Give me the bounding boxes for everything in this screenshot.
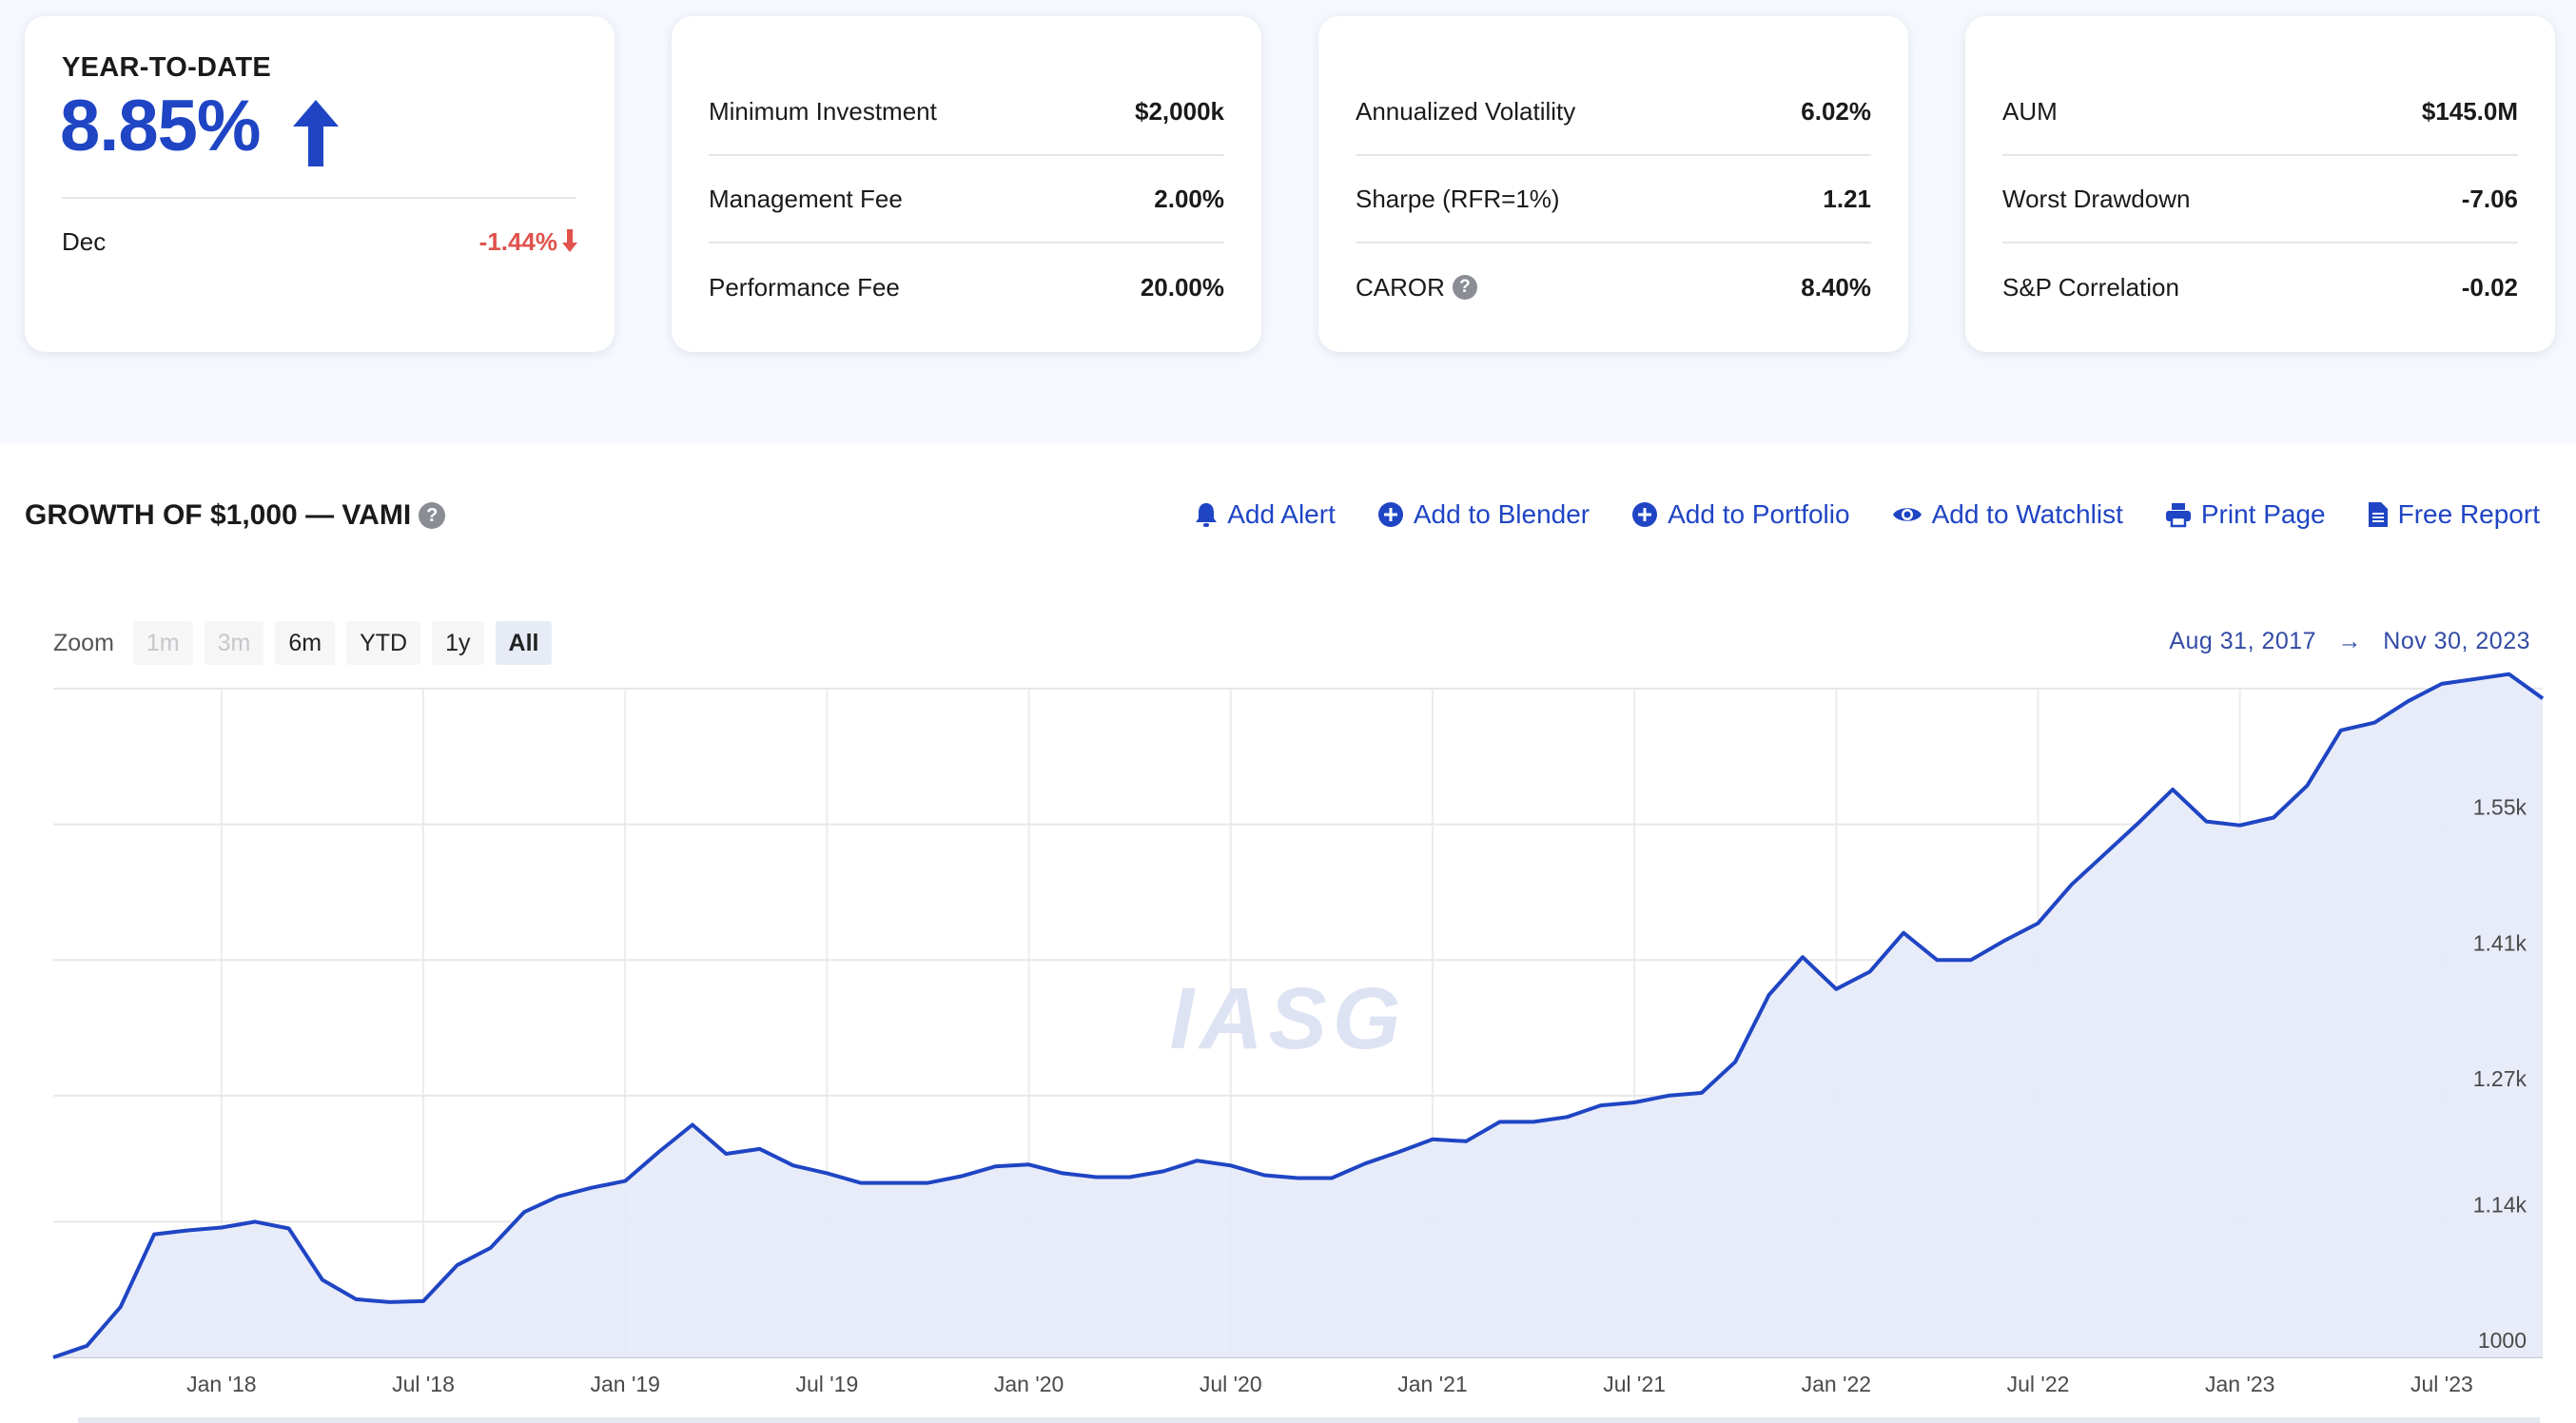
zoom-all-button[interactable]: All xyxy=(495,621,553,665)
print-page-button[interactable]: Print Page xyxy=(2165,499,2326,530)
add-to-blender-button[interactable]: Add to Blender xyxy=(1377,499,1590,530)
section-title: GROWTH OF $1,000 — VAMI ? xyxy=(25,499,446,532)
section-title-text: GROWTH OF $1,000 — VAMI xyxy=(25,499,412,531)
vami-area xyxy=(53,673,2543,1357)
stat-label: AUM xyxy=(2002,96,2058,126)
stat-label: Annualized Volatility xyxy=(1356,96,1576,126)
stat-value: -0.02 xyxy=(2461,272,2518,302)
bell-icon xyxy=(1196,503,1218,527)
ytd-value: 8.85% xyxy=(60,86,261,166)
ytd-month-label: Dec xyxy=(62,227,107,256)
range-to[interactable]: Nov 30, 2023 xyxy=(2383,628,2530,654)
free-report-button[interactable]: Free Report xyxy=(2368,499,2540,530)
x-tick-label: Jan '20 xyxy=(994,1372,1064,1396)
action-label: Free Report xyxy=(2397,499,2540,529)
y-tick-label: 1.27k xyxy=(2473,1066,2527,1091)
stat-row: Performance Fee 20.00% xyxy=(709,244,1224,331)
document-icon xyxy=(2368,502,2388,527)
stat-row: AUM $145.0M xyxy=(2002,68,2518,156)
y-tick-label: 1000 xyxy=(2478,1328,2527,1353)
stat-label: Performance Fee xyxy=(709,272,900,302)
fees-card: Minimum Investment $2,000k Management Fe… xyxy=(672,16,1261,352)
aum-card: AUM $145.0M Worst Drawdown -7.06 S&P Cor… xyxy=(1965,16,2555,352)
stat-row: Worst Drawdown -7.06 xyxy=(2002,156,2518,244)
x-tick-label: Jul '21 xyxy=(1603,1372,1666,1396)
zoom-1y-button[interactable]: 1y xyxy=(432,621,484,665)
stat-label: Sharpe (RFR=1%) xyxy=(1356,184,1560,213)
date-range[interactable]: Aug 31, 2017 → Nov 30, 2023 xyxy=(2169,628,2530,655)
add-alert-button[interactable]: Add Alert xyxy=(1195,499,1336,530)
stat-value: $2,000k xyxy=(1135,96,1224,126)
help-icon[interactable]: ? xyxy=(1452,275,1477,300)
stat-label: Worst Drawdown xyxy=(2002,184,2191,213)
ytd-card: YEAR-TO-DATE 8.85% Dec -1.44% xyxy=(25,16,615,352)
action-label: Print Page xyxy=(2200,499,2326,529)
vami-chart[interactable]: IASG 1000 1.14k 1.27k 1.41k 1.55k Jan '18 Jul… xyxy=(0,666,2576,1423)
navigator-bar[interactable] xyxy=(78,1417,2540,1423)
x-tick-label: Jan '22 xyxy=(1802,1372,1871,1396)
plus-circle-icon xyxy=(1632,502,1658,527)
stat-value: 20.00% xyxy=(1140,272,1224,302)
divider xyxy=(62,197,576,199)
x-tick-label: Jan '21 xyxy=(1397,1372,1467,1396)
arrow-up-icon xyxy=(293,100,339,166)
ytd-month-value: -1.44% xyxy=(478,227,557,256)
y-tick-label: 1.55k xyxy=(2473,795,2527,820)
zoom-1m-button[interactable]: 1m xyxy=(132,621,193,665)
x-tick-label: Jul '20 xyxy=(1200,1372,1262,1396)
range-arrow: → xyxy=(2337,628,2362,654)
x-axis-labels: Jan '18 Jul '18 Jan '19 Jul '19 Jan '20 Jul '… xyxy=(186,1372,2473,1396)
y-tick-label: 1.41k xyxy=(2473,930,2527,955)
action-label: Add to Watchlist xyxy=(1931,499,2123,529)
action-bar: Add Alert Add to Blender Add to Portfoli… xyxy=(1195,499,2540,530)
stat-value: 2.00% xyxy=(1154,184,1224,213)
x-tick-label: Jul '23 xyxy=(2410,1372,2473,1396)
stat-row: Management Fee 2.00% xyxy=(709,156,1224,244)
y-axis-labels: 1000 1.14k 1.27k 1.41k 1.55k xyxy=(2473,795,2527,1353)
x-tick-label: Jan '18 xyxy=(186,1372,256,1396)
stat-row: CAROR ? 8.40% xyxy=(1356,244,1871,331)
stat-row: S&P Correlation -0.02 xyxy=(2002,244,2518,331)
zoom-6m-button[interactable]: 6m xyxy=(275,621,336,665)
action-label: Add to Portfolio xyxy=(1668,499,1850,529)
stat-label-caror: CAROR ? xyxy=(1356,273,1477,302)
risk-card: Annualized Volatility 6.02% Sharpe (RFR=… xyxy=(1318,16,1908,352)
stat-value: -7.06 xyxy=(2461,184,2518,213)
stat-value: 1.21 xyxy=(1823,184,1871,213)
y-tick-label: 1.14k xyxy=(2473,1192,2527,1217)
arrow-down-icon xyxy=(562,229,577,252)
stat-label: Minimum Investment xyxy=(709,96,937,126)
x-tick-label: Jul '22 xyxy=(2007,1372,2070,1396)
zoom-ytd-button[interactable]: YTD xyxy=(346,621,421,665)
x-tick-label: Jan '19 xyxy=(590,1372,659,1396)
stat-value: 8.40% xyxy=(1801,272,1871,302)
watermark-logo: IASG xyxy=(1170,970,1407,1067)
vami-line[interactable] xyxy=(52,672,2545,1359)
x-tick-label: Jan '23 xyxy=(2205,1372,2274,1396)
stat-value: $145.0M xyxy=(2421,96,2518,126)
ytd-label: YEAR-TO-DATE xyxy=(62,52,272,83)
zoom-bar: Zoom 1m 3m 6m YTD 1y All xyxy=(53,621,563,665)
zoom-3m-button[interactable]: 3m xyxy=(204,621,264,665)
action-label: Add to Blender xyxy=(1413,499,1590,529)
stat-label-text: CAROR xyxy=(1356,272,1445,302)
x-tick-label: Jul '18 xyxy=(392,1372,455,1396)
add-to-watchlist-button[interactable]: Add to Watchlist xyxy=(1892,499,2123,530)
plus-circle-icon xyxy=(1377,502,1403,527)
stat-row: Sharpe (RFR=1%) 1.21 xyxy=(1356,156,1871,244)
add-to-portfolio-button[interactable]: Add to Portfolio xyxy=(1631,499,1850,530)
action-label: Add Alert xyxy=(1227,499,1336,529)
printer-icon xyxy=(2165,503,2191,528)
stat-row: Annualized Volatility 6.02% xyxy=(1356,68,1871,156)
stat-label: S&P Correlation xyxy=(2002,272,2179,302)
x-tick-label: Jul '19 xyxy=(796,1372,859,1396)
zoom-label: Zoom xyxy=(53,629,114,656)
stat-label: Management Fee xyxy=(709,184,903,213)
stat-value: 6.02% xyxy=(1801,96,1871,126)
help-icon[interactable]: ? xyxy=(419,502,446,529)
eye-icon xyxy=(1892,508,1922,521)
stat-row: Minimum Investment $2,000k xyxy=(709,68,1224,156)
range-from[interactable]: Aug 31, 2017 xyxy=(2169,628,2317,654)
